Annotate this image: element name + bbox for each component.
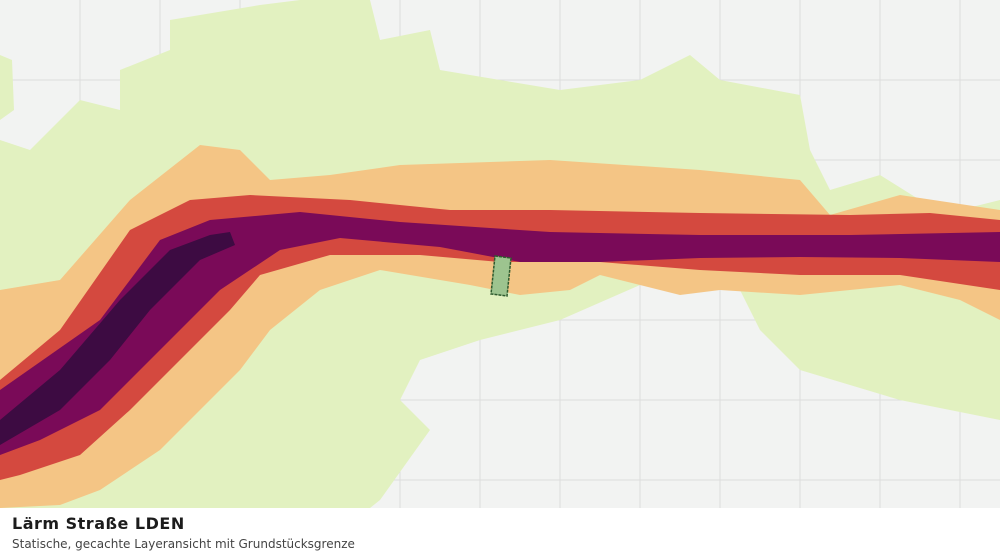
noise-zone-extreme (0, 232, 235, 445)
parcel-boundary[interactable] (490, 255, 512, 297)
noise-zone-low (0, 55, 14, 120)
noise-zone-very-high (0, 212, 1000, 455)
map-footer: Lärm Straße LDEN Statische, gecachte Lay… (0, 508, 1000, 560)
noise-map[interactable] (0, 0, 1000, 508)
layer-title: Lärm Straße LDEN (12, 514, 185, 533)
layer-subtitle: Statische, gecachte Layeransicht mit Gru… (12, 537, 355, 551)
